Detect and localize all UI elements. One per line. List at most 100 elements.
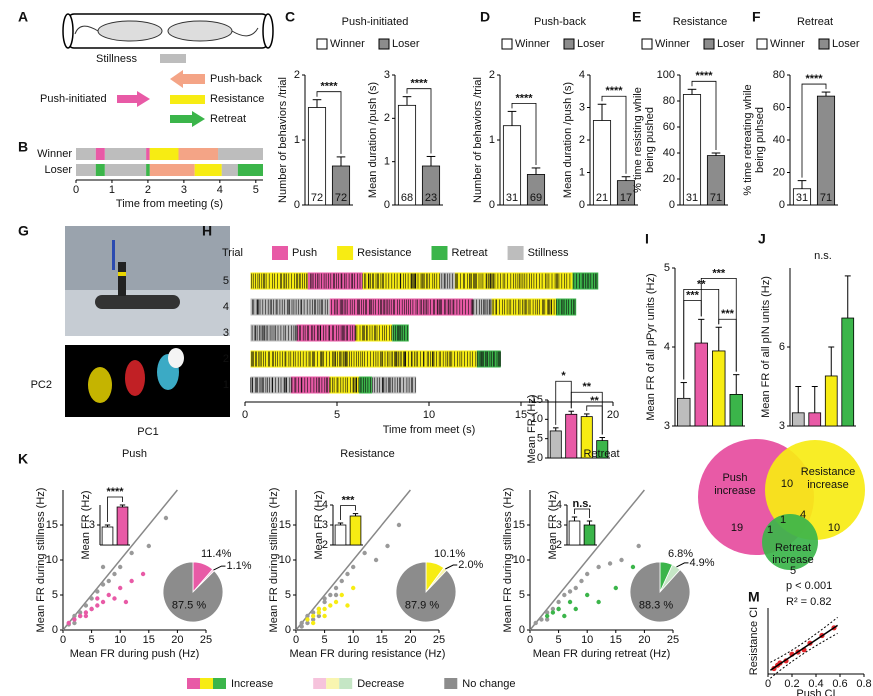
point xyxy=(129,550,134,556)
n-label: 71 xyxy=(710,192,722,204)
y-axis-label: Mean FR during stillness (Hz) xyxy=(35,488,47,633)
spikes xyxy=(372,377,416,393)
bar xyxy=(841,317,855,427)
y-axis-label: Mean FR of all pIN units (Hz) xyxy=(760,276,772,418)
leader-line xyxy=(445,564,458,570)
legend-swatch xyxy=(444,678,458,689)
legend-label: Resistance xyxy=(210,93,264,105)
panel-letter: G xyxy=(18,223,29,239)
y-tick-label: 3 xyxy=(579,101,585,113)
slice-label: 6.8% xyxy=(668,548,693,560)
x-axis-label: Push CI xyxy=(796,688,835,696)
panel-letter: A xyxy=(18,9,28,25)
y-axis-label: Mean FR during stillness (Hz) xyxy=(268,488,280,633)
y-axis-label: Number of behaviors /trial xyxy=(277,77,289,203)
y-axis-label: Mean FR (Hz) xyxy=(547,490,559,559)
y-tick-label: 2 xyxy=(223,353,229,365)
bar xyxy=(824,375,838,427)
y-tick-label: 3 xyxy=(322,519,328,531)
venn-count: 4 xyxy=(800,509,806,521)
behavior-segment xyxy=(371,376,417,394)
arrow xyxy=(170,111,205,127)
spikes xyxy=(491,299,555,315)
spikes xyxy=(250,377,291,393)
x-tick-label: 10 xyxy=(423,409,435,421)
y-tick-label: 2 xyxy=(322,539,328,551)
y-axis-label: Number of behaviors /trial xyxy=(472,77,484,203)
y-axis-label: Mean FR of all pPyr units (Hz) xyxy=(645,273,657,420)
y-axis-label: Mean duration /push (s) xyxy=(367,82,379,198)
legend-swatch xyxy=(326,678,340,689)
point xyxy=(310,620,316,626)
legend-label: Winner xyxy=(655,38,690,50)
n-label: 68 xyxy=(401,192,413,204)
point xyxy=(77,613,83,619)
point xyxy=(362,550,367,556)
point xyxy=(316,610,322,615)
behavior-segment xyxy=(104,164,147,176)
chart-title: Resistance xyxy=(340,448,394,460)
y-tick-label: 2 xyxy=(294,69,300,81)
bar xyxy=(791,412,805,427)
point xyxy=(550,610,556,615)
bar xyxy=(549,430,562,459)
point xyxy=(305,617,310,622)
x-tick-label: 20 xyxy=(404,634,416,646)
y-tick-label: 40 xyxy=(773,134,785,146)
point xyxy=(95,596,100,601)
point xyxy=(299,620,304,626)
n-label: 23 xyxy=(425,192,437,204)
point xyxy=(140,571,146,577)
behavior-segment xyxy=(491,298,556,316)
panel-letter: J xyxy=(758,231,766,247)
y-tick-label: 1 xyxy=(579,166,585,178)
point xyxy=(106,578,111,584)
y-tick-label: 3 xyxy=(89,519,95,531)
bar xyxy=(565,413,578,459)
electrode-photo xyxy=(65,226,230,336)
bar xyxy=(682,94,702,206)
y-tick-label: 100 xyxy=(657,69,675,81)
panel-letter: I xyxy=(645,231,649,247)
point xyxy=(66,620,71,626)
y-tick-label: 2 xyxy=(556,539,562,551)
y-tick-label: 15 xyxy=(513,519,525,531)
y-tick-label: 4 xyxy=(556,499,562,511)
x-tick-label: 0.4 xyxy=(808,678,823,690)
legend-label: Winner xyxy=(330,38,365,50)
legend-label: Retreat xyxy=(210,113,246,125)
point xyxy=(310,610,316,615)
point xyxy=(316,606,322,612)
y-tick-label: 0 xyxy=(519,624,525,636)
point xyxy=(596,599,601,605)
behavior-segment xyxy=(218,148,263,160)
bar xyxy=(677,397,691,427)
y-tick-label: 15 xyxy=(531,394,543,406)
x-tick-label: 20 xyxy=(638,634,650,646)
spikes xyxy=(251,325,296,341)
y-tick-label: 4 xyxy=(664,341,670,353)
row-label: Winner xyxy=(37,148,72,160)
significance-bracket xyxy=(718,318,737,372)
panel-letter: D xyxy=(480,9,490,25)
legend-label: Decrease xyxy=(357,678,404,690)
y-axis-label: Mean duration /push (s) xyxy=(562,82,574,198)
behavior-segment xyxy=(95,148,105,160)
significance-label: ** xyxy=(582,381,591,393)
behavior-segment xyxy=(250,350,477,368)
x-tick-label: 10 xyxy=(347,634,359,646)
behavior-segment xyxy=(392,324,409,342)
behavior-segment xyxy=(76,164,96,176)
venn-count: 10 xyxy=(828,522,840,534)
y-tick-label: 0 xyxy=(537,452,543,464)
y-tick-label: 5 xyxy=(285,589,291,601)
y-axis-label: being pushed xyxy=(644,107,656,173)
point xyxy=(333,599,339,605)
point xyxy=(322,606,327,612)
x-axis-label: Mean FR during resistance (Hz) xyxy=(290,648,446,660)
bar xyxy=(694,342,708,427)
spikes xyxy=(251,351,477,367)
point xyxy=(345,571,350,577)
y-tick-label: 4 xyxy=(579,69,585,81)
